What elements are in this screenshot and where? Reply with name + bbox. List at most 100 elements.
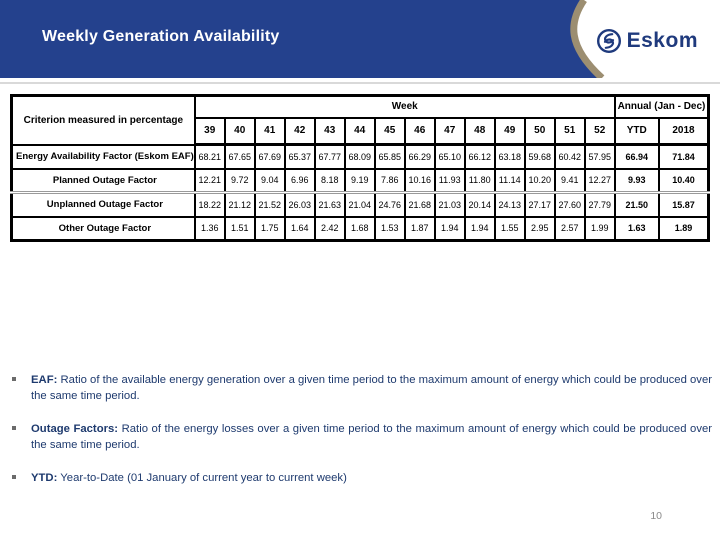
value-cell: 21.52	[253, 191, 286, 218]
row-label: Energy Availability Factor (Eskom EAF)	[10, 143, 196, 170]
value-cell: 66.94	[613, 143, 660, 170]
value-cell: 66.29	[403, 143, 436, 170]
table-row: Other Outage Factor 1.36 1.51 1.75 1.64 2.42 1…	[10, 215, 710, 242]
week-number-header: 49	[493, 116, 526, 146]
definitions-list: EAF: Ratio of the available energy gener…	[10, 372, 712, 503]
value-cell: 21.63	[313, 191, 346, 218]
bullet-square-icon	[12, 377, 16, 381]
value-cell: 6.96	[283, 167, 316, 194]
value-cell: 2.42	[313, 215, 346, 242]
header-band: Weekly Generation Availability Eskom	[0, 0, 720, 84]
value-cell: 9.41	[553, 167, 586, 194]
value-cell: 8.18	[313, 167, 346, 194]
value-cell: 59.68	[523, 143, 556, 170]
availability-table: Criterion measured in percentage Week Annu…	[10, 94, 711, 242]
value-cell: 66.12	[463, 143, 496, 170]
week-number-header: 46	[403, 116, 436, 146]
value-cell: 57.95	[583, 143, 616, 170]
week-number-header: 41	[253, 116, 286, 146]
table-row: Unplanned Outage Factor 18.22 21.12 21.52 26…	[10, 191, 710, 218]
value-cell: 27.17	[523, 191, 556, 218]
value-cell: 1.51	[223, 215, 256, 242]
value-cell: 1.36	[193, 215, 226, 242]
definition-text: Outage Factors: Ratio of the energy loss…	[31, 423, 713, 452]
value-cell: 1.99	[583, 215, 616, 242]
value-cell: 1.94	[433, 215, 466, 242]
value-cell: 10.20	[523, 167, 556, 194]
page-title: Weekly Generation Availability	[42, 28, 280, 45]
value-cell: 68.09	[343, 143, 376, 170]
value-cell: 1.55	[493, 215, 526, 242]
value-cell: 1.75	[253, 215, 286, 242]
value-cell: 24.76	[373, 191, 406, 218]
week-number-header: 47	[433, 116, 466, 146]
value-cell: 21.68	[403, 191, 436, 218]
week-number-header: 42	[283, 116, 316, 146]
value-cell: 27.60	[553, 191, 586, 218]
value-cell: 11.80	[463, 167, 496, 194]
definition-lead: EAF:	[31, 374, 58, 386]
value-cell: 18.22	[193, 191, 226, 218]
bullet-square-icon	[12, 475, 16, 480]
value-cell: 1.64	[283, 215, 316, 242]
value-cell: 10.16	[403, 167, 436, 194]
value-cell: 9.04	[253, 167, 286, 194]
value-cell: 2.57	[553, 215, 586, 242]
value-cell: 68.21	[193, 143, 226, 170]
week-number-header: 52	[583, 116, 616, 146]
value-cell: 7.86	[373, 167, 406, 194]
value-cell: 65.10	[433, 143, 466, 170]
value-cell: 20.14	[463, 191, 496, 218]
week-number-header: 51	[553, 116, 586, 146]
value-cell: 10.40	[657, 167, 710, 194]
definition-lead: YTD:	[31, 472, 58, 485]
value-cell: 1.53	[373, 215, 406, 242]
value-cell: 21.04	[343, 191, 376, 218]
week-number-header: 44	[343, 116, 376, 146]
value-cell: 21.03	[433, 191, 466, 218]
eskom-logo-icon	[596, 28, 621, 54]
definition-text: YTD: Year-to-Date (01 January of current…	[31, 472, 347, 485]
value-cell: 21.50	[613, 191, 660, 218]
row-label: Unplanned Outage Factor	[10, 191, 196, 218]
value-cell: 21.12	[223, 191, 256, 218]
week-number-header: 43	[313, 116, 346, 146]
value-cell: 2.95	[523, 215, 556, 242]
value-cell: 67.65	[223, 143, 256, 170]
value-cell: 15.87	[657, 191, 710, 218]
value-cell: 9.72	[223, 167, 256, 194]
value-cell: 12.27	[583, 167, 616, 194]
table-row: Planned Outage Factor 12.21 9.72 9.04 6.96 8.…	[10, 167, 710, 194]
annual-column-header: YTD	[613, 116, 660, 146]
eskom-logo-text: Eskom	[626, 29, 698, 52]
value-cell: 24.13	[493, 191, 526, 218]
table-row: Energy Availability Factor (Eskom EAF) 68…	[10, 143, 710, 170]
row-label: Planned Outage Factor	[10, 167, 196, 194]
value-cell: 1.63	[613, 215, 660, 242]
value-cell: 12.21	[193, 167, 226, 194]
definition-outage-factors: Outage Factors: Ratio of the energy loss…	[10, 421, 712, 453]
definition-ytd: YTD: Year-to-Date (01 January of current…	[10, 470, 712, 486]
value-cell: 67.69	[253, 143, 286, 170]
week-number-header: 48	[463, 116, 496, 146]
value-cell: 1.94	[463, 215, 496, 242]
value-cell: 63.18	[493, 143, 526, 170]
value-cell: 11.93	[433, 167, 466, 194]
annual-column-header: 2018	[657, 116, 710, 146]
header-band-graphic	[0, 0, 720, 78]
header-divider	[0, 82, 720, 84]
week-number-header: 40	[223, 116, 256, 146]
value-cell: 9.19	[343, 167, 376, 194]
definition-text: EAF: Ratio of the available energy gener…	[31, 374, 712, 403]
table-container: Criterion measured in percentage Week Annu…	[10, 94, 711, 242]
value-cell: 1.68	[343, 215, 376, 242]
value-cell: 27.79	[583, 191, 616, 218]
eskom-logo: Eskom	[596, 28, 698, 54]
week-number-header: 45	[373, 116, 406, 146]
row-label: Other Outage Factor	[10, 215, 196, 242]
value-cell: 71.84	[657, 143, 710, 170]
week-header: Week	[193, 94, 616, 119]
value-cell: 65.37	[283, 143, 316, 170]
week-number-header: 50	[523, 116, 556, 146]
bullet-square-icon	[12, 426, 16, 431]
